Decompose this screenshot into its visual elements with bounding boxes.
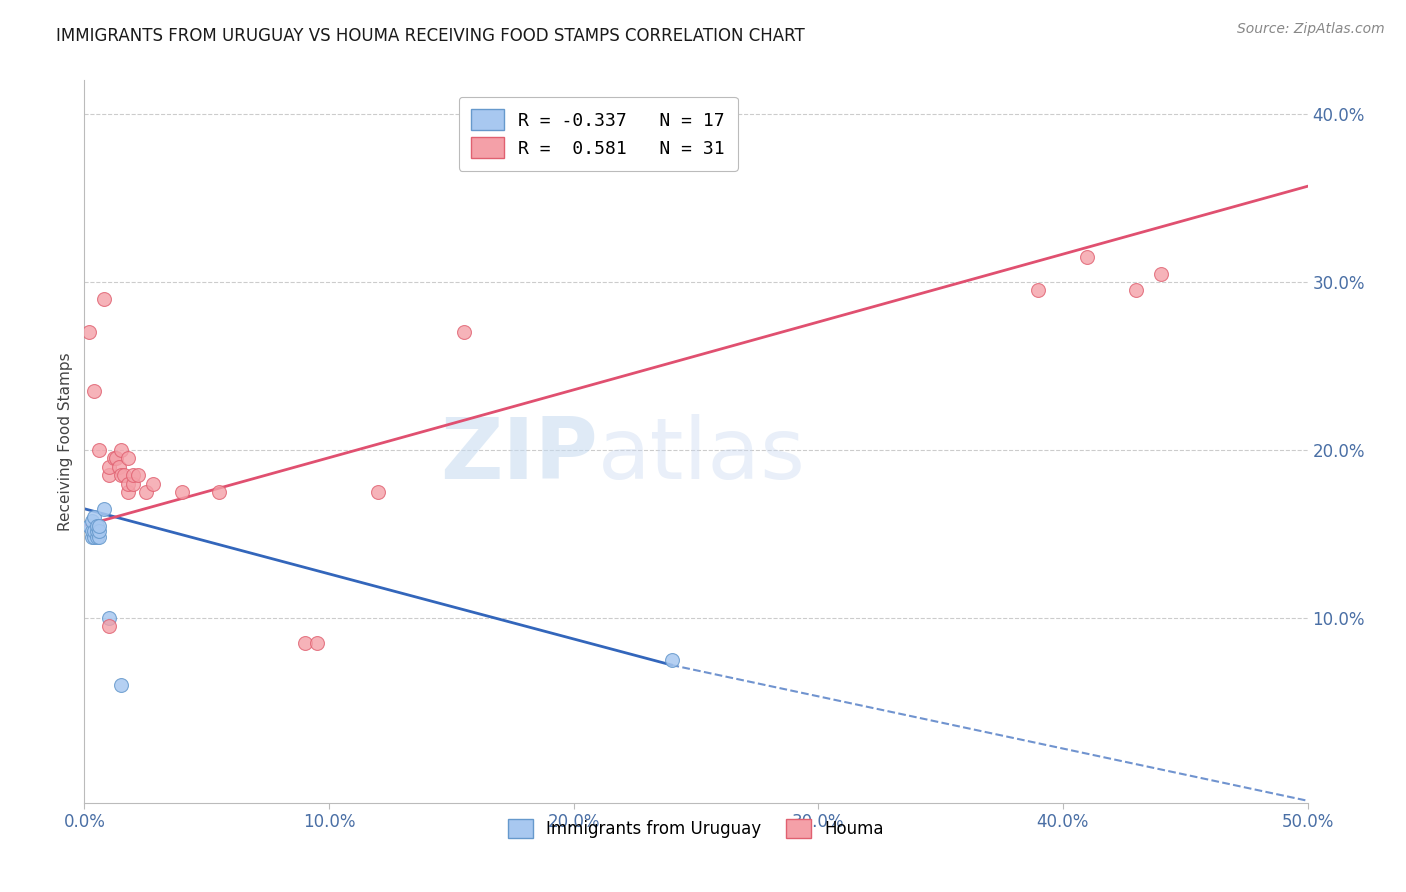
Point [86,518,108,533]
Point [122,468,145,483]
Point [305,636,328,650]
Point [453,326,475,340]
Point [93,292,115,306]
Point [110,678,132,692]
Point [122,476,145,491]
Point [172,485,194,500]
Point [1125,283,1147,297]
Point [97,459,120,474]
Legend: Immigrants from Uruguay, Houma: Immigrants from Uruguay, Houma [501,813,891,845]
Point [367,485,389,500]
Y-axis label: Receiving Food Stamps: Receiving Food Stamps [58,352,73,531]
Point [80,524,103,538]
Point [117,485,139,500]
Point [1150,267,1173,281]
Point [117,451,139,466]
Point [661,653,683,667]
Point [87,518,110,533]
Point [83,530,105,544]
Point [97,619,120,633]
Point [208,485,231,500]
Point [142,476,165,491]
Point [117,476,139,491]
Point [110,468,132,483]
Point [93,501,115,516]
Point [135,485,157,500]
Point [83,510,105,524]
Point [1028,283,1050,297]
Point [80,514,103,528]
Point [294,636,316,650]
Point [87,524,110,538]
Point [97,468,120,483]
Text: IMMIGRANTS FROM URUGUAY VS HOUMA RECEIVING FOOD STAMPS CORRELATION CHART: IMMIGRANTS FROM URUGUAY VS HOUMA RECEIVI… [56,27,806,45]
Point [87,442,110,457]
Point [86,530,108,544]
Point [112,468,135,483]
Point [80,530,103,544]
Point [77,518,100,533]
Point [87,530,110,544]
Text: atlas: atlas [598,415,806,498]
Point [77,326,100,340]
Point [1076,250,1098,264]
Point [83,384,105,398]
Point [86,524,108,538]
Point [105,451,128,466]
Point [127,468,149,483]
Point [110,442,132,457]
Point [103,451,125,466]
Text: Source: ZipAtlas.com: Source: ZipAtlas.com [1237,22,1385,37]
Point [83,524,105,538]
Point [97,611,120,625]
Text: ZIP: ZIP [440,415,598,498]
Point [107,459,129,474]
